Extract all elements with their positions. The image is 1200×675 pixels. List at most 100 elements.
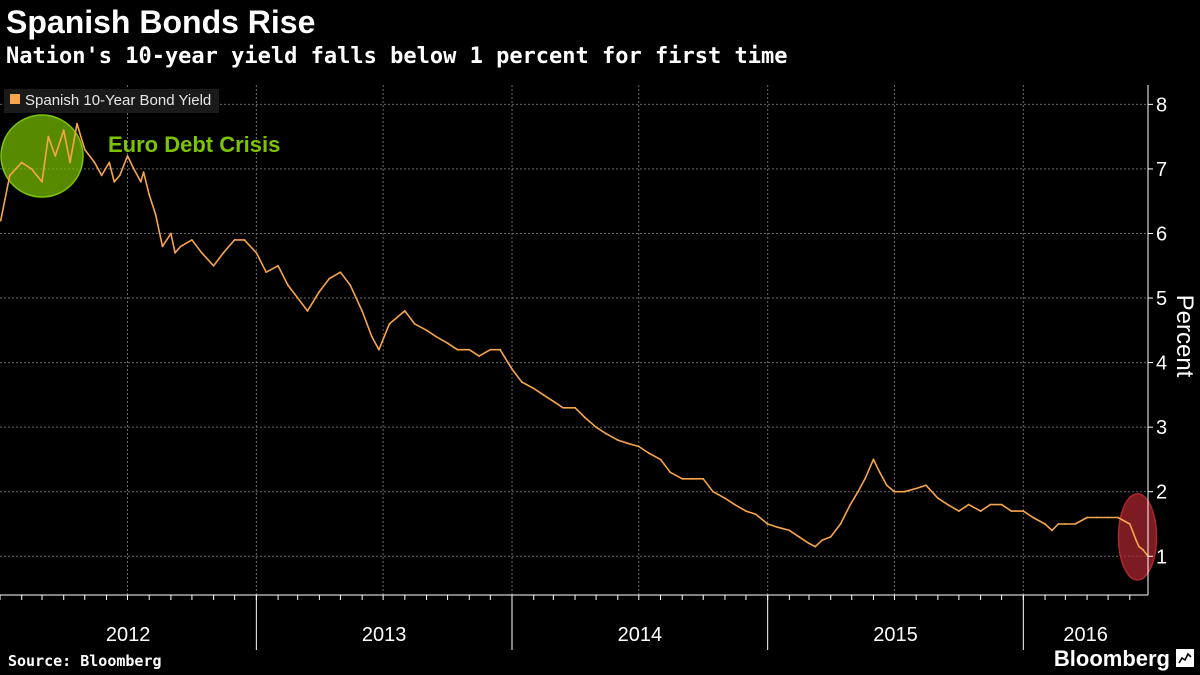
data-point — [489, 348, 492, 351]
x-tick-label: 2016 — [1063, 624, 1108, 646]
data-point — [712, 490, 714, 493]
data-point — [388, 322, 391, 325]
legend-swatch — [10, 94, 20, 104]
data-point — [83, 148, 86, 151]
data-point — [0, 219, 2, 222]
data-point — [574, 406, 576, 409]
data-point — [552, 400, 555, 403]
data-point — [154, 213, 157, 216]
y-tick-label: 4 — [1156, 353, 1167, 375]
data-point — [1022, 510, 1025, 512]
data-point — [595, 426, 597, 429]
data-point — [626, 442, 629, 445]
data-point — [903, 490, 906, 493]
highlight-recent-low — [1117, 493, 1158, 581]
y-axis-label: Percent — [1171, 295, 1198, 378]
data-point — [1142, 548, 1144, 551]
data-point — [126, 155, 129, 157]
data-point — [378, 348, 380, 351]
data-point — [30, 168, 33, 170]
data-point — [915, 487, 918, 490]
data-point — [936, 497, 939, 500]
chart-title: Spanish Bonds Rise — [6, 4, 316, 40]
data-point — [604, 432, 607, 435]
data-point — [798, 535, 801, 538]
data-point — [339, 271, 342, 274]
data-point — [93, 161, 96, 164]
x-tick-label: 2014 — [618, 624, 663, 646]
data-point — [371, 335, 373, 338]
chart-line-icon — [1176, 649, 1194, 667]
data-point — [1135, 539, 1137, 542]
data-point — [277, 264, 279, 267]
data-point — [148, 193, 151, 196]
data-point — [754, 513, 757, 516]
data-point — [76, 122, 78, 125]
data-point — [108, 161, 111, 164]
data-point — [222, 251, 225, 254]
data-point — [542, 393, 545, 396]
y-tick-label: 8 — [1156, 94, 1167, 116]
data-point — [637, 445, 640, 448]
data-point — [776, 526, 779, 529]
data-point — [878, 471, 881, 474]
data-point — [647, 452, 650, 454]
data-point — [328, 277, 331, 280]
data-point — [361, 310, 364, 312]
data-point — [233, 239, 236, 241]
data-point — [788, 529, 791, 532]
chart-subtitle: Nation's 10-year yield falls below 1 per… — [6, 44, 788, 69]
y-tick-label: 2 — [1156, 482, 1167, 504]
data-point — [893, 490, 896, 493]
data-point — [296, 297, 299, 299]
data-point — [8, 174, 11, 177]
y-tick-label: 1 — [1156, 546, 1167, 568]
data-point — [243, 239, 246, 241]
data-point — [425, 329, 428, 332]
data-point — [1074, 523, 1077, 525]
source-note: Source: Bloomberg — [8, 652, 162, 670]
data-point — [702, 477, 705, 480]
data-point — [957, 510, 960, 512]
data-point — [532, 387, 535, 390]
data-point — [724, 497, 726, 500]
data-point — [1116, 516, 1119, 519]
data-point — [47, 135, 50, 138]
data-point — [857, 490, 859, 493]
data-point — [1051, 529, 1053, 532]
data-point — [821, 539, 824, 542]
data-point — [306, 310, 309, 312]
data-point — [191, 239, 193, 241]
data-point — [142, 171, 145, 174]
data-point — [1000, 503, 1003, 506]
x-tick-label: 2012 — [106, 624, 151, 646]
data-point — [849, 503, 852, 506]
data-point — [20, 161, 23, 164]
data-point — [403, 310, 406, 312]
data-point — [413, 322, 416, 325]
data-point — [766, 523, 769, 525]
data-point — [478, 355, 480, 358]
data-point — [681, 477, 684, 480]
data-point — [118, 174, 121, 177]
x-tick-label: 2015 — [873, 624, 918, 646]
data-point — [179, 245, 182, 248]
data-point — [499, 348, 502, 351]
data-point — [212, 264, 215, 267]
data-point — [872, 458, 875, 461]
data-point — [349, 284, 352, 287]
data-point — [113, 180, 116, 183]
data-point — [435, 335, 438, 338]
data-point — [691, 477, 693, 480]
data-point — [139, 180, 142, 183]
annotation-label: Euro Debt Crisis — [108, 132, 280, 157]
data-point — [659, 458, 662, 461]
data-point — [967, 503, 970, 506]
data-point — [132, 168, 135, 170]
data-point — [829, 535, 832, 538]
data-point — [286, 284, 289, 287]
data-point — [814, 545, 817, 548]
data-point — [468, 348, 471, 351]
data-point — [1095, 516, 1098, 519]
